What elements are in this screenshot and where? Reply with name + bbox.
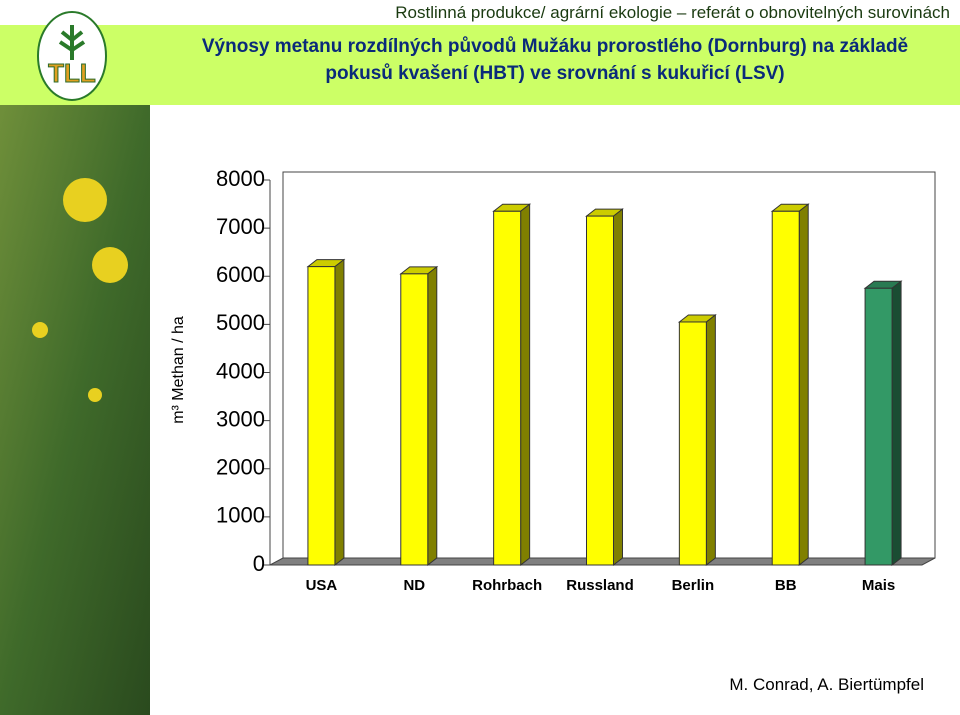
y-tick-label: 2000 bbox=[216, 455, 265, 480]
x-tick-label: Berlin bbox=[672, 577, 715, 594]
y-axis-label: m³ Methan / ha bbox=[170, 316, 187, 424]
bar bbox=[586, 215, 614, 566]
bar bbox=[864, 287, 893, 566]
x-tick-label: Mais bbox=[862, 577, 895, 594]
x-tick-label: Russland bbox=[566, 577, 634, 594]
bar-side bbox=[705, 313, 716, 567]
x-tick-label: USA bbox=[306, 577, 338, 594]
y-tick-label: 4000 bbox=[216, 358, 265, 383]
bar-side bbox=[427, 265, 438, 567]
logo: TLL bbox=[37, 11, 107, 101]
y-tick-label: 5000 bbox=[216, 310, 265, 335]
bar-side bbox=[520, 203, 531, 567]
y-tick-label: 3000 bbox=[216, 406, 265, 431]
y-tick-label: 1000 bbox=[216, 503, 265, 528]
y-tick-label: 6000 bbox=[216, 262, 265, 287]
y-tick-label: 7000 bbox=[216, 214, 265, 239]
x-tick-label: ND bbox=[403, 577, 425, 594]
x-tick-label: BB bbox=[775, 577, 797, 594]
bar bbox=[771, 210, 800, 566]
flowers bbox=[32, 178, 128, 402]
bar bbox=[400, 273, 429, 566]
bar-side bbox=[798, 203, 809, 567]
bar bbox=[678, 321, 707, 566]
header: Rostlinná produkce/ agrární ekologie – r… bbox=[395, 3, 950, 22]
x-tick-label: Rohrbach bbox=[472, 577, 542, 594]
bar-side bbox=[613, 208, 623, 567]
bar-side bbox=[891, 280, 902, 567]
bar bbox=[307, 266, 336, 566]
y-tick-label: 8000 bbox=[216, 166, 265, 191]
author: M. Conrad, A. Biertümpfel bbox=[729, 675, 924, 694]
logo-text: TLL bbox=[48, 58, 96, 88]
chart-title: Výnosy metanu rozdílných původů Mužáku p… bbox=[201, 36, 909, 84]
bar bbox=[493, 210, 522, 566]
bar-side bbox=[334, 258, 345, 567]
title-band bbox=[0, 25, 960, 105]
y-tick-label: 0 bbox=[253, 551, 265, 576]
